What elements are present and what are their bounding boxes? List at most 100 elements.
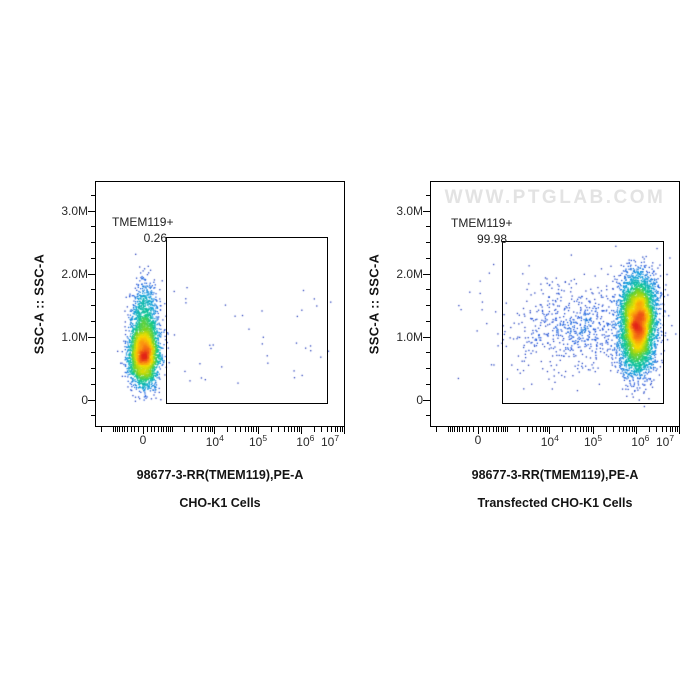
x-minor-tick	[451, 426, 453, 432]
x-minor-tick	[585, 426, 587, 432]
x-tick-label: 105	[583, 433, 603, 449]
y-major-tick	[423, 336, 431, 338]
x-minor-tick	[298, 426, 300, 432]
x-minor-tick	[526, 426, 528, 432]
gate-label-percent: 0.26	[143, 231, 167, 245]
x-major-tick	[477, 426, 479, 434]
x-tick-label: 106	[631, 433, 650, 449]
x-minor-tick	[170, 426, 172, 432]
x-minor-tick	[138, 426, 140, 432]
x-tick-label: 0	[139, 433, 147, 447]
x-minor-tick	[165, 426, 167, 432]
x-minor-tick	[313, 426, 315, 432]
x-minor-tick	[121, 426, 123, 432]
y-axis-title: SSC-A :: SSC-A	[31, 253, 47, 355]
x-minor-tick	[492, 426, 494, 432]
scatter-points-right	[431, 182, 679, 426]
x-minor-tick	[326, 426, 328, 432]
x-minor-tick	[569, 426, 571, 432]
x-minor-tick	[539, 426, 541, 432]
y-minor-tick	[425, 226, 431, 228]
x-minor-tick	[294, 426, 296, 432]
y-major-tick	[423, 273, 431, 275]
x-minor-tick	[532, 426, 534, 432]
sample-caption-left: CHO-K1 Cells	[179, 496, 261, 510]
y-minor-tick	[425, 320, 431, 322]
y-minor-tick	[425, 194, 431, 196]
x-tick-label: 106	[296, 433, 315, 449]
y-tick-label: 1.0M	[61, 329, 88, 344]
x-minor-tick	[536, 426, 538, 432]
x-minor-tick	[562, 426, 564, 432]
x-major-tick	[549, 426, 551, 434]
y-tick-label: 3.0M	[396, 203, 423, 218]
x-minor-tick	[545, 426, 547, 432]
x-minor-tick	[481, 426, 483, 432]
x-minor-tick	[163, 426, 165, 432]
x-minor-tick	[489, 426, 491, 432]
x-minor-tick	[626, 426, 628, 432]
y-minor-tick	[425, 242, 431, 243]
x-minor-tick	[677, 426, 679, 432]
x-minor-tick	[506, 426, 508, 432]
x-minor-tick	[278, 426, 280, 432]
x-minor-tick	[582, 426, 584, 432]
x-minor-tick	[605, 426, 607, 432]
x-major-tick	[343, 426, 345, 434]
y-minor-tick	[90, 352, 96, 354]
x-minor-tick	[503, 426, 505, 432]
y-minor-tick	[90, 320, 96, 322]
x-minor-tick	[154, 426, 156, 432]
x-minor-tick	[631, 426, 633, 432]
x-major-tick	[592, 426, 594, 434]
y-minor-tick	[425, 305, 431, 306]
y-tick-label: 2.0M	[61, 266, 88, 281]
x-minor-tick	[449, 426, 451, 432]
x-minor-tick	[247, 426, 249, 432]
x-minor-tick	[160, 426, 162, 432]
y-major-tick	[423, 210, 431, 212]
x-minor-tick	[207, 426, 209, 432]
x-minor-tick	[588, 426, 590, 432]
y-minor-tick	[90, 194, 96, 196]
x-minor-tick	[234, 426, 236, 432]
x-minor-tick	[134, 426, 136, 432]
gate-label-percent: 99.98	[476, 232, 507, 246]
x-minor-tick	[661, 426, 663, 432]
x-minor-tick	[473, 426, 475, 432]
x-minor-tick	[157, 426, 159, 432]
x-minor-tick	[204, 426, 206, 432]
x-minor-tick	[244, 426, 246, 432]
x-tick-label: 104	[540, 433, 559, 449]
x-axis-title: 98677-3-RR(TMEM119),PE-A	[136, 468, 304, 482]
x-minor-tick	[270, 426, 272, 432]
y-minor-tick	[90, 226, 96, 228]
x-minor-tick	[127, 426, 129, 432]
x-minor-tick	[465, 426, 467, 432]
x-minor-tick	[656, 426, 658, 432]
x-minor-tick	[590, 426, 592, 432]
x-minor-tick	[321, 426, 323, 432]
x-minor-tick	[456, 426, 458, 432]
x-minor-tick	[337, 426, 339, 432]
x-minor-tick	[130, 426, 132, 432]
x-minor-tick	[613, 426, 615, 432]
x-minor-tick	[648, 426, 650, 432]
x-minor-tick	[579, 426, 581, 432]
y-minor-tick	[90, 242, 96, 243]
plot-frame-right: WWW.PTGLAB.COMTMEM119+99.980104105106107…	[367, 181, 680, 510]
y-tick-label: 3.0M	[61, 203, 88, 218]
x-major-tick	[142, 426, 144, 434]
x-minor-tick	[255, 426, 257, 432]
x-minor-tick	[201, 426, 203, 432]
x-minor-tick	[210, 426, 212, 432]
x-minor-tick	[339, 426, 341, 432]
x-minor-tick	[197, 426, 199, 432]
x-minor-tick	[575, 426, 577, 432]
x-minor-tick	[462, 426, 464, 432]
gate-rect-tmem119-positive	[502, 241, 664, 404]
y-minor-tick	[90, 257, 96, 259]
x-minor-tick	[100, 426, 102, 432]
x-major-tick	[300, 426, 302, 434]
x-minor-tick	[459, 426, 461, 432]
